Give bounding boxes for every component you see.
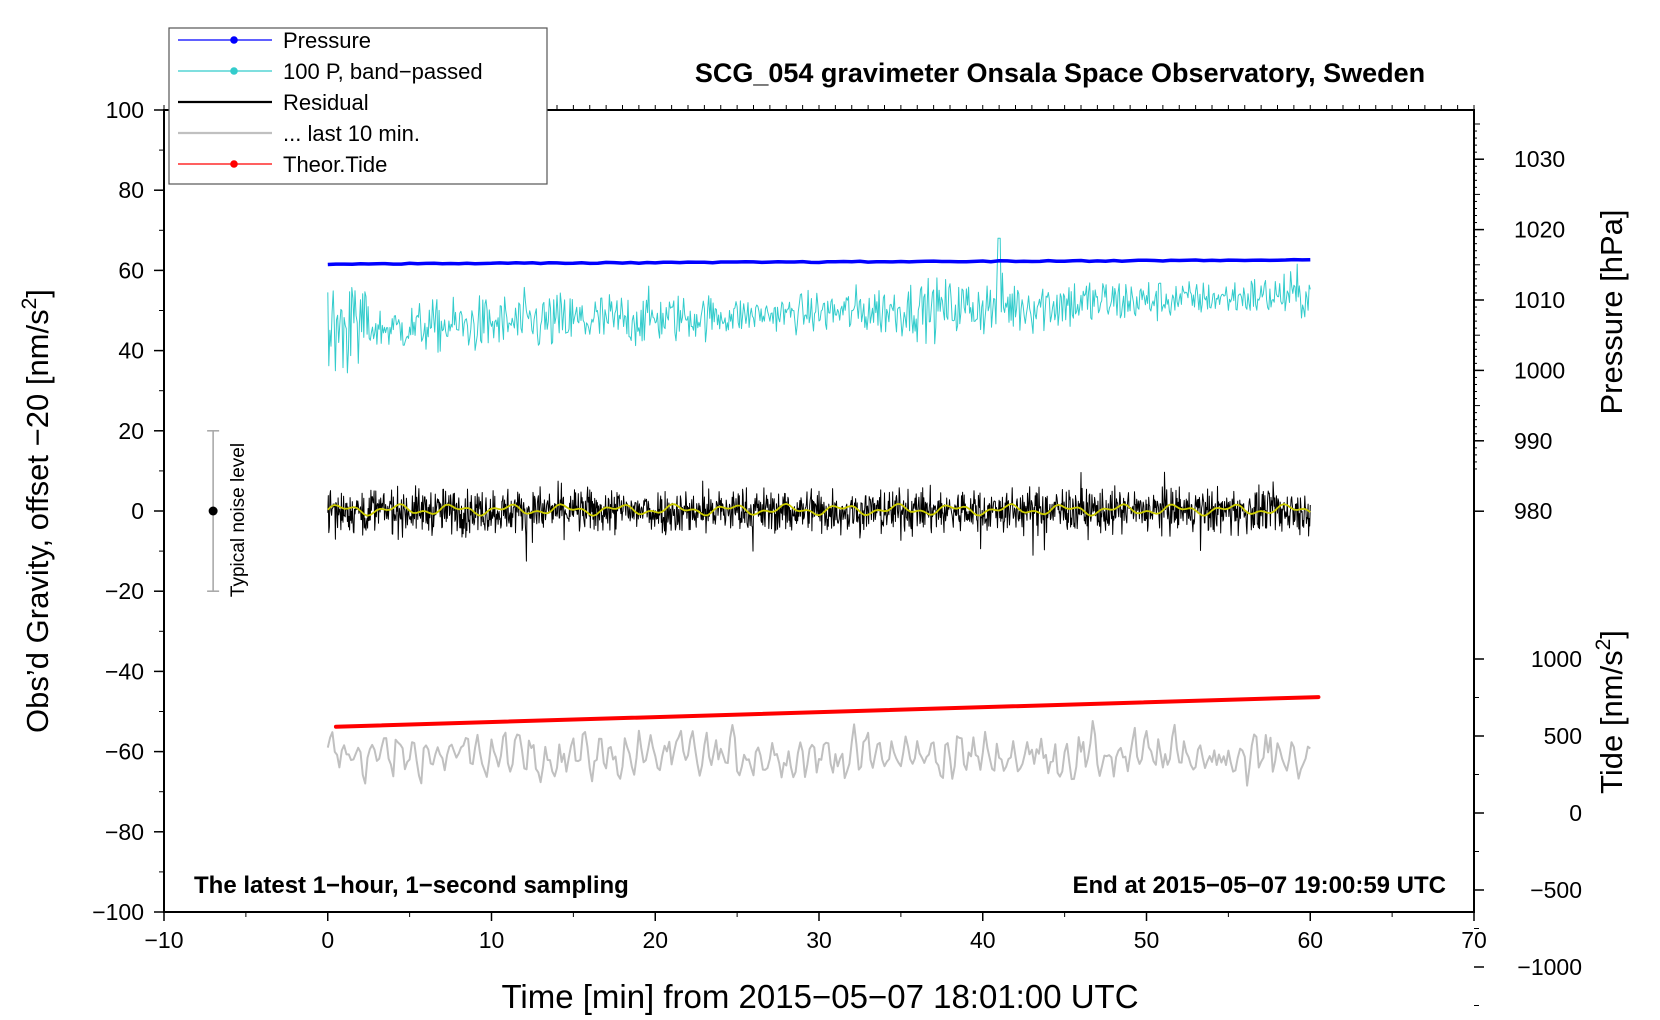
- y-tick-label: −60: [105, 739, 144, 765]
- legend-label-bandpassed: 100 P, band−passed: [283, 59, 483, 84]
- tide-axis-label-main: Tide [nm/s: [1594, 650, 1629, 794]
- tide-axis-label-end: ]: [1594, 630, 1629, 639]
- y-axis-label-main: Obs’d Gravity, offset −20 [nm/s: [20, 309, 55, 733]
- x-tick-label: 60: [1297, 927, 1323, 953]
- y-axis-label-end: ]: [20, 289, 55, 298]
- series-pressure: [327, 257, 1311, 267]
- tide-axis-label: Tide [nm/s2]: [1592, 630, 1629, 794]
- legend-label-last10: ... last 10 min.: [283, 121, 420, 146]
- pressure-tick-label: 1030: [1514, 146, 1565, 172]
- pressure-axis-label: Pressure [hPa]: [1594, 209, 1629, 414]
- x-tick-label: −10: [144, 927, 183, 953]
- y-tick-label: 80: [118, 177, 144, 203]
- y-tick-label: 100: [106, 97, 144, 123]
- x-tick-label: 40: [970, 927, 996, 953]
- y-tick-label: 40: [118, 338, 144, 364]
- noise-bar-center-dot: [208, 506, 218, 516]
- series-last-10-min: [326, 720, 1311, 787]
- series-theor-tide: [333, 695, 1321, 729]
- legend-label-pressure: Pressure: [283, 28, 371, 53]
- pressure-tick-label: 990: [1514, 428, 1552, 454]
- series-group: [207, 237, 1321, 787]
- y-tick-label: 0: [131, 498, 144, 524]
- y-tick-label: −80: [105, 819, 144, 845]
- tide-tick-label: 0: [1569, 800, 1582, 826]
- tide-tick-label: −500: [1530, 877, 1582, 903]
- series-residual: [327, 471, 1311, 562]
- chart-title: SCG_054 gravimeter Onsala Space Observat…: [695, 58, 1425, 88]
- y-tick-label: −100: [92, 899, 144, 925]
- tide-tick-label: 500: [1544, 723, 1582, 749]
- y-tick-label: 60: [118, 257, 144, 283]
- legend-label-tide: Theor.Tide: [283, 152, 387, 177]
- annotation-end-time: End at 2015−05−07 19:00:59 UTC: [1072, 872, 1446, 899]
- legend-label-residual: Residual: [283, 90, 369, 115]
- pressure-tick-label: 1000: [1514, 357, 1565, 383]
- tide-tick-label: −1000: [1517, 954, 1582, 980]
- legend-swatch-tide-dot: [230, 160, 238, 168]
- noise-level-label: Typical noise level: [228, 443, 249, 597]
- y-tick-label: −20: [105, 578, 144, 604]
- x-tick-label: 20: [642, 927, 668, 953]
- y-tick-label: 20: [118, 418, 144, 444]
- legend-box: [168, 27, 548, 185]
- x-tick-label: 30: [806, 927, 832, 953]
- pressure-tick-label: 1020: [1514, 217, 1565, 243]
- pressure-tick-label: 1010: [1514, 287, 1565, 313]
- legend-swatch-bandpassed-dot: [230, 67, 238, 75]
- y-axis-label: Obs’d Gravity, offset −20 [nm/s2]: [18, 289, 55, 733]
- tide-tick-label: 1000: [1531, 646, 1582, 672]
- x-tick-label: 50: [1134, 927, 1160, 953]
- legend: Pressure 100 P, band−passed Residual ...…: [168, 27, 548, 185]
- series-residual-smoothed: [327, 502, 1311, 517]
- series-pressure-band-passed: [327, 237, 1311, 374]
- annotation-sampling: The latest 1−hour, 1−second sampling: [194, 872, 629, 899]
- x-tick-label: 10: [479, 927, 505, 953]
- x-tick-label: 70: [1461, 927, 1487, 953]
- y-tick-label: −40: [105, 658, 144, 684]
- x-tick-label: 0: [321, 927, 334, 953]
- legend-swatch-pressure-dot: [230, 36, 238, 44]
- y-axis-label-sup: 2: [18, 298, 41, 310]
- pressure-tick-label: 980: [1514, 498, 1552, 524]
- tide-axis-label-sup: 2: [1592, 639, 1615, 651]
- tick-marks: −10 0 10 20 30 40 50 60 70100806040200−20−40−60−…: [92, 97, 1582, 1006]
- x-axis-label: Time [min] from 2015−05−07 18:01:00 UTC: [501, 978, 1138, 1015]
